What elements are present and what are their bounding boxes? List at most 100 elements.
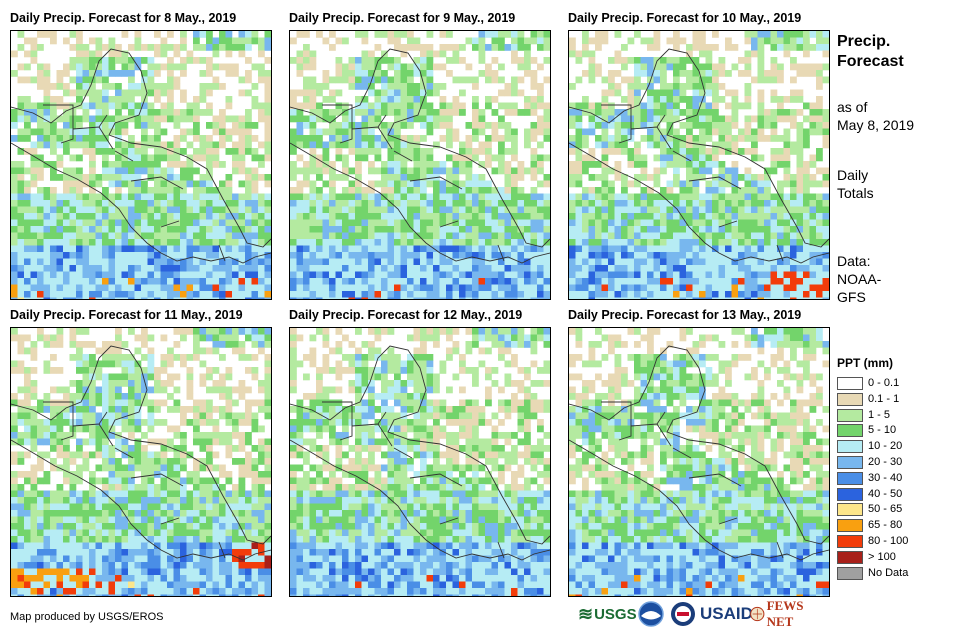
coastline-atlantic [11, 345, 271, 545]
legend-swatch [837, 487, 863, 501]
legend-label: 0.1 - 1 [868, 392, 900, 405]
legend-label: 10 - 20 [868, 440, 903, 453]
legend-swatch [837, 440, 863, 454]
coastline-atlantic [11, 48, 271, 248]
data-source: Data: NOAA- GFS [837, 252, 881, 306]
precip-map [11, 328, 271, 596]
sidebar-title-line2: Forecast [837, 53, 904, 70]
map-panel-1 [10, 30, 272, 300]
country-borders [322, 401, 505, 559]
legend-label: 40 - 50 [868, 487, 903, 500]
panel-title-5: Daily Precip. Forecast for 12 May., 2019 [289, 308, 523, 322]
legend-label: 65 - 80 [868, 519, 903, 532]
precip-grid [290, 328, 550, 596]
data-source-line3: GFS [837, 289, 866, 305]
country-borders [43, 401, 226, 559]
precip-grid [569, 31, 829, 299]
precip-map [569, 328, 829, 596]
coastline-atlantic [290, 48, 550, 248]
legend-item: 40 - 50 [837, 487, 903, 502]
legend-item: 80 - 100 [837, 535, 908, 549]
legend-swatch [837, 519, 863, 533]
legend-label: 0 - 0.1 [868, 377, 900, 389]
precip-grid [569, 328, 829, 596]
country-borders [601, 104, 784, 262]
legend-item: 30 - 40 [837, 471, 903, 486]
map-panel-4 [10, 327, 272, 597]
legend-label: > 100 [868, 550, 896, 563]
coastline-atlantic [290, 345, 550, 545]
usgs-wave-icon: ≋ [578, 603, 594, 624]
sidebar-title: Precip. Forecast [837, 32, 904, 72]
panel-title-4: Daily Precip. Forecast for 11 May., 2019 [10, 308, 243, 322]
legend-item: 20 - 30 [837, 456, 902, 470]
fewsnet-logo-text: FEWS NET [766, 598, 804, 629]
usaid-logo: USAID [700, 600, 753, 628]
data-source-line2: NOAA- [837, 271, 882, 287]
panel-title-3: Daily Precip. Forecast for 10 May., 2019 [568, 11, 802, 25]
legend-item: 65 - 80 [837, 519, 902, 533]
as-of-line2: May 8, 2019 [837, 117, 915, 133]
noaa-logo [638, 600, 664, 628]
legend-swatch [837, 566, 863, 580]
map-panel-6 [568, 327, 830, 597]
legend-label: 30 - 40 [868, 471, 903, 484]
map-panel-2 [289, 30, 551, 300]
fewsnet-globe-icon [750, 606, 765, 622]
legend-swatch [837, 535, 863, 548]
legend-label: 5 - 10 [868, 424, 897, 437]
precip-map [11, 31, 271, 299]
country-borders [601, 401, 784, 559]
precip-map [290, 31, 550, 299]
coastline-pacific [11, 142, 271, 264]
coastline-pacific [11, 439, 271, 561]
usaid-seal-icon [671, 602, 695, 626]
legend-item: 50 - 65 [837, 503, 902, 517]
coastline-pacific [569, 142, 829, 264]
coastline-pacific [290, 439, 550, 561]
data-source-line1: Data: [837, 253, 871, 269]
panel-title-6: Daily Precip. Forecast for 13 May., 2019 [568, 308, 802, 322]
country-borders [322, 104, 505, 262]
totals-line2: Totals [837, 185, 874, 201]
precip-grid [11, 328, 271, 596]
legend-item: > 100 [837, 550, 896, 565]
precip-map [290, 328, 550, 596]
legend-item: 0.1 - 1 [837, 392, 900, 407]
legend-swatch [837, 503, 863, 517]
legend-label: 1 - 5 [868, 408, 891, 421]
legend-swatch [837, 456, 863, 469]
legend-title: PPT (mm) [837, 356, 894, 370]
as-of-date: as of May 8, 2019 [837, 98, 914, 134]
fewsnet-logo: FEWS NET [750, 598, 811, 629]
sidebar-title-line1: Precip. [837, 33, 891, 50]
usaid-emblem [670, 600, 696, 628]
usgs-logo: ≋ USGS [578, 600, 637, 628]
legend-swatch [837, 392, 863, 406]
legend-label: 80 - 100 [868, 535, 909, 547]
precip-grid [290, 31, 550, 299]
legend-item: 10 - 20 [837, 440, 902, 454]
country-borders [43, 104, 226, 262]
legend-item: 5 - 10 [837, 424, 896, 438]
panel-title-1: Daily Precip. Forecast for 8 May., 2019 [10, 11, 237, 25]
noaa-emblem-icon [638, 601, 664, 627]
coastline-atlantic [569, 48, 829, 248]
legend-item: 1 - 5 [837, 408, 891, 423]
usaid-logo-text: USAID [700, 604, 753, 623]
coastline-pacific [290, 142, 550, 264]
panel-title-2: Daily Precip. Forecast for 9 May., 2019 [289, 11, 516, 25]
legend-swatch [837, 408, 863, 422]
coastline-atlantic [569, 345, 829, 545]
legend-label: 50 - 65 [868, 503, 903, 516]
totals-note: Daily Totals [837, 166, 874, 202]
map-credit: Map produced by USGS/EROS [10, 611, 164, 623]
legend-swatch [837, 471, 863, 485]
legend-swatch [837, 424, 863, 438]
map-panel-3 [568, 30, 830, 300]
as-of-line1: as of [837, 99, 868, 115]
legend-swatch [837, 550, 863, 564]
legend-swatch [837, 377, 863, 390]
usgs-logo-text: USGS [594, 605, 637, 623]
precip-map [569, 31, 829, 299]
